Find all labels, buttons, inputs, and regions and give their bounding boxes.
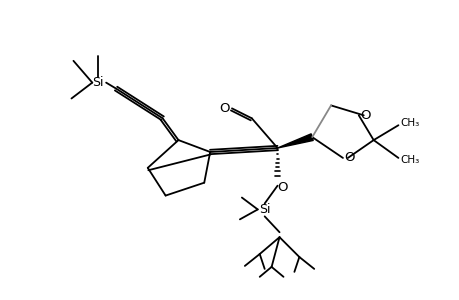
- Text: CH₃: CH₃: [400, 118, 419, 128]
- Text: O: O: [218, 102, 229, 115]
- Text: Si: Si: [258, 203, 270, 216]
- Text: O: O: [344, 152, 354, 164]
- Text: O: O: [277, 181, 287, 194]
- Text: CH₃: CH₃: [400, 155, 419, 165]
- Polygon shape: [277, 134, 313, 148]
- Text: Si: Si: [92, 76, 104, 89]
- Text: O: O: [360, 109, 370, 122]
